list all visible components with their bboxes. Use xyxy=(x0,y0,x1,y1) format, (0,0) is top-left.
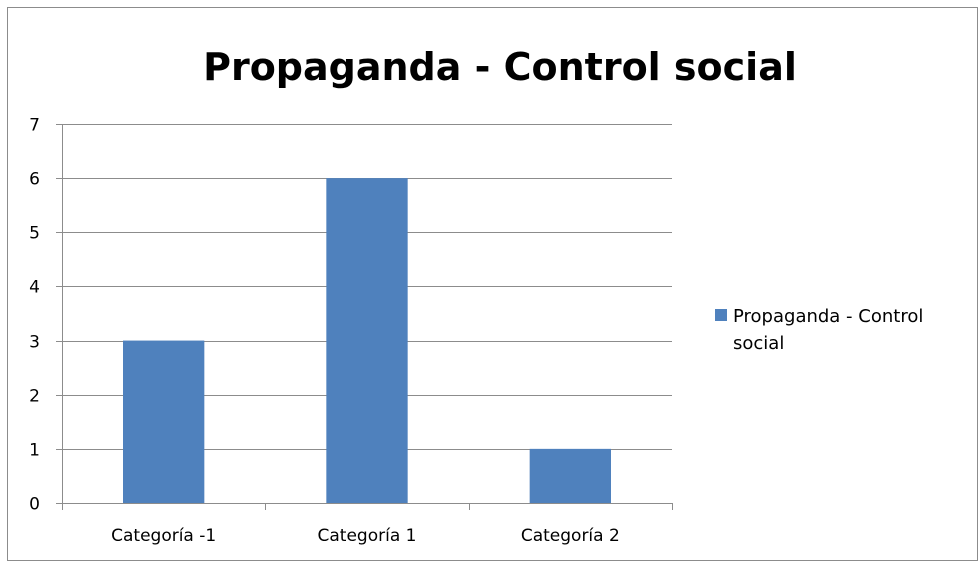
y-tick-labels: 0 1 2 3 4 5 6 7 xyxy=(29,116,40,515)
bars xyxy=(123,178,611,503)
y-tick-label: 5 xyxy=(29,224,40,244)
x-tick-label: Categoría -1 xyxy=(111,526,216,546)
axes xyxy=(56,124,673,510)
y-tick-label: 6 xyxy=(29,170,40,190)
chart-title: Propaganda - Control social xyxy=(203,45,797,89)
x-tick-labels: Categoría -1 Categoría 1 Categoría 2 xyxy=(111,526,620,546)
y-tick-label: 2 xyxy=(29,387,40,407)
y-tick-label: 4 xyxy=(29,278,40,298)
y-tick-label: 7 xyxy=(29,116,40,136)
y-tick-label: 3 xyxy=(29,333,40,353)
legend-label-line-2: social xyxy=(733,333,784,354)
bar xyxy=(529,448,611,503)
legend: Propaganda - Control social xyxy=(715,306,923,354)
x-tick-label: Categoría 1 xyxy=(318,526,417,546)
legend-label-line-1: Propaganda - Control xyxy=(733,306,923,327)
bar xyxy=(326,178,408,503)
x-tick-label: Categoría 2 xyxy=(521,526,620,546)
bar xyxy=(123,340,205,503)
legend-swatch xyxy=(715,309,727,321)
y-tick-label: 1 xyxy=(29,441,40,461)
y-tick-label: 0 xyxy=(29,495,40,515)
